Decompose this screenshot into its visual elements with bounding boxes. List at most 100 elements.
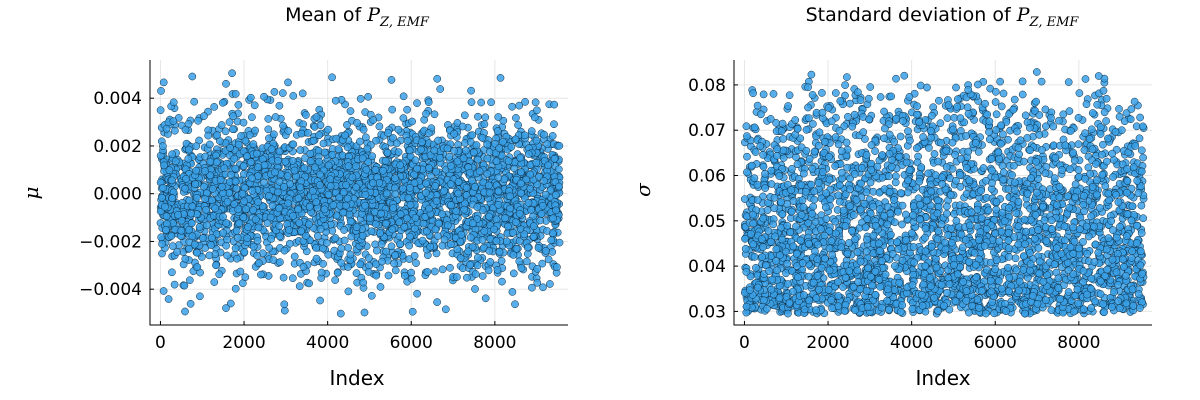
scatter-point: [260, 161, 269, 169]
scatter-point: [963, 103, 972, 112]
scatter-point: [328, 73, 336, 82]
scatter-point: [187, 209, 195, 218]
scatter-point: [248, 174, 256, 183]
scatter-point: [434, 219, 443, 228]
scatter-point: [943, 114, 952, 122]
scatter-point: [337, 259, 346, 267]
scatter-point: [315, 131, 323, 140]
scatter-point: [220, 164, 229, 173]
scatter-point: [297, 227, 306, 235]
scatter-point: [466, 233, 475, 242]
scatter-point: [1016, 136, 1025, 145]
scatter-point: [260, 178, 268, 187]
scatter-point: [236, 267, 245, 276]
scatter-point: [365, 254, 373, 262]
scatter-point: [285, 226, 293, 234]
scatter-point: [485, 212, 493, 221]
scatter-point: [512, 114, 520, 122]
scatter-point: [440, 235, 449, 244]
scatter-point: [174, 210, 182, 219]
scatter-point: [408, 117, 416, 126]
scatter-point: [320, 148, 329, 157]
scatter-point: [485, 188, 494, 197]
scatter-point: [504, 157, 513, 166]
x-tick-label: 0: [155, 333, 166, 353]
scatter-point: [985, 117, 994, 126]
scatter-point: [191, 180, 200, 188]
scatter-point: [315, 157, 323, 166]
scatter-point: [433, 232, 442, 240]
scatter-point: [187, 219, 196, 228]
scatter-point: [229, 112, 237, 121]
scatter-point: [364, 268, 373, 276]
scatter-point: [331, 276, 340, 284]
scatter-point: [358, 154, 367, 163]
scatter-point: [331, 96, 340, 105]
mean-y-axis-label: μ: [19, 187, 43, 200]
scatter-point: [369, 179, 377, 187]
scatter-point: [228, 69, 236, 78]
y-tick-label: 0.002: [93, 137, 142, 157]
scatter-point: [215, 270, 224, 279]
scatter-point: [225, 118, 234, 126]
scatter-point: [388, 225, 397, 234]
scatter-point: [290, 166, 299, 175]
scatter-point: [497, 257, 506, 265]
scatter-point: [267, 145, 276, 154]
scatter-point: [233, 254, 241, 263]
scatter-point: [243, 234, 252, 242]
scatter-point: [219, 229, 227, 237]
scatter-point: [353, 119, 361, 127]
scatter-point: [279, 121, 287, 130]
scatter-point: [274, 188, 282, 197]
scatter-point: [1137, 201, 1146, 210]
scatter-point: [362, 133, 370, 142]
scatter-point: [384, 129, 392, 137]
scatter-point: [309, 136, 318, 145]
scatter-point: [521, 131, 529, 140]
scatter-point: [995, 155, 1003, 163]
scatter-point: [478, 134, 487, 142]
scatter-point: [299, 263, 308, 271]
scatter-point: [481, 113, 490, 122]
scatter-point: [555, 141, 564, 150]
scatter-point: [529, 222, 538, 231]
scatter-point: [538, 259, 547, 268]
scatter-point: [288, 156, 297, 165]
scatter-point: [337, 244, 346, 253]
scatter-point: [219, 189, 227, 198]
scatter-point: [473, 253, 482, 262]
scatter-point: [190, 240, 199, 249]
scatter-point: [430, 267, 439, 276]
scatter-point: [233, 233, 242, 242]
scatter-point: [866, 83, 875, 91]
scatter-point: [343, 143, 352, 152]
scatter-point: [356, 260, 365, 269]
scatter-point: [384, 271, 393, 280]
scatter-point: [188, 232, 197, 241]
scatter-point: [1038, 146, 1046, 154]
scatter-point: [182, 175, 190, 183]
scatter-point: [329, 201, 338, 209]
scatter-point: [356, 94, 365, 103]
scatter-point: [240, 197, 249, 206]
scatter-point: [751, 148, 760, 156]
scatter-point: [336, 309, 345, 318]
scatter-point: [426, 242, 435, 251]
scatter-point: [316, 296, 324, 305]
scatter-point: [436, 85, 445, 93]
scatter-point: [316, 121, 325, 130]
scatter-point: [302, 111, 310, 119]
scatter-point: [159, 78, 168, 87]
scatter-point: [743, 132, 751, 140]
scatter-point: [159, 287, 168, 295]
scatter-point: [555, 182, 563, 191]
scatter-point: [196, 292, 204, 301]
scatter-point: [181, 184, 190, 193]
scatter-point: [162, 226, 170, 234]
scatter-point: [288, 274, 297, 283]
scatter-point: [487, 98, 495, 107]
scatter-point: [234, 140, 243, 149]
scatter-point: [1139, 153, 1147, 162]
scatter-point: [431, 182, 440, 190]
